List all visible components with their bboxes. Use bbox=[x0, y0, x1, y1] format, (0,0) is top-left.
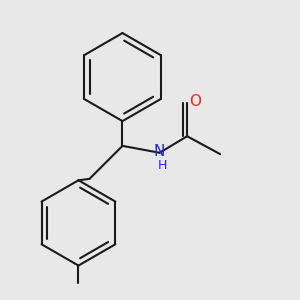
Text: N: N bbox=[154, 144, 165, 159]
Text: H: H bbox=[158, 159, 168, 172]
Text: O: O bbox=[189, 94, 201, 109]
